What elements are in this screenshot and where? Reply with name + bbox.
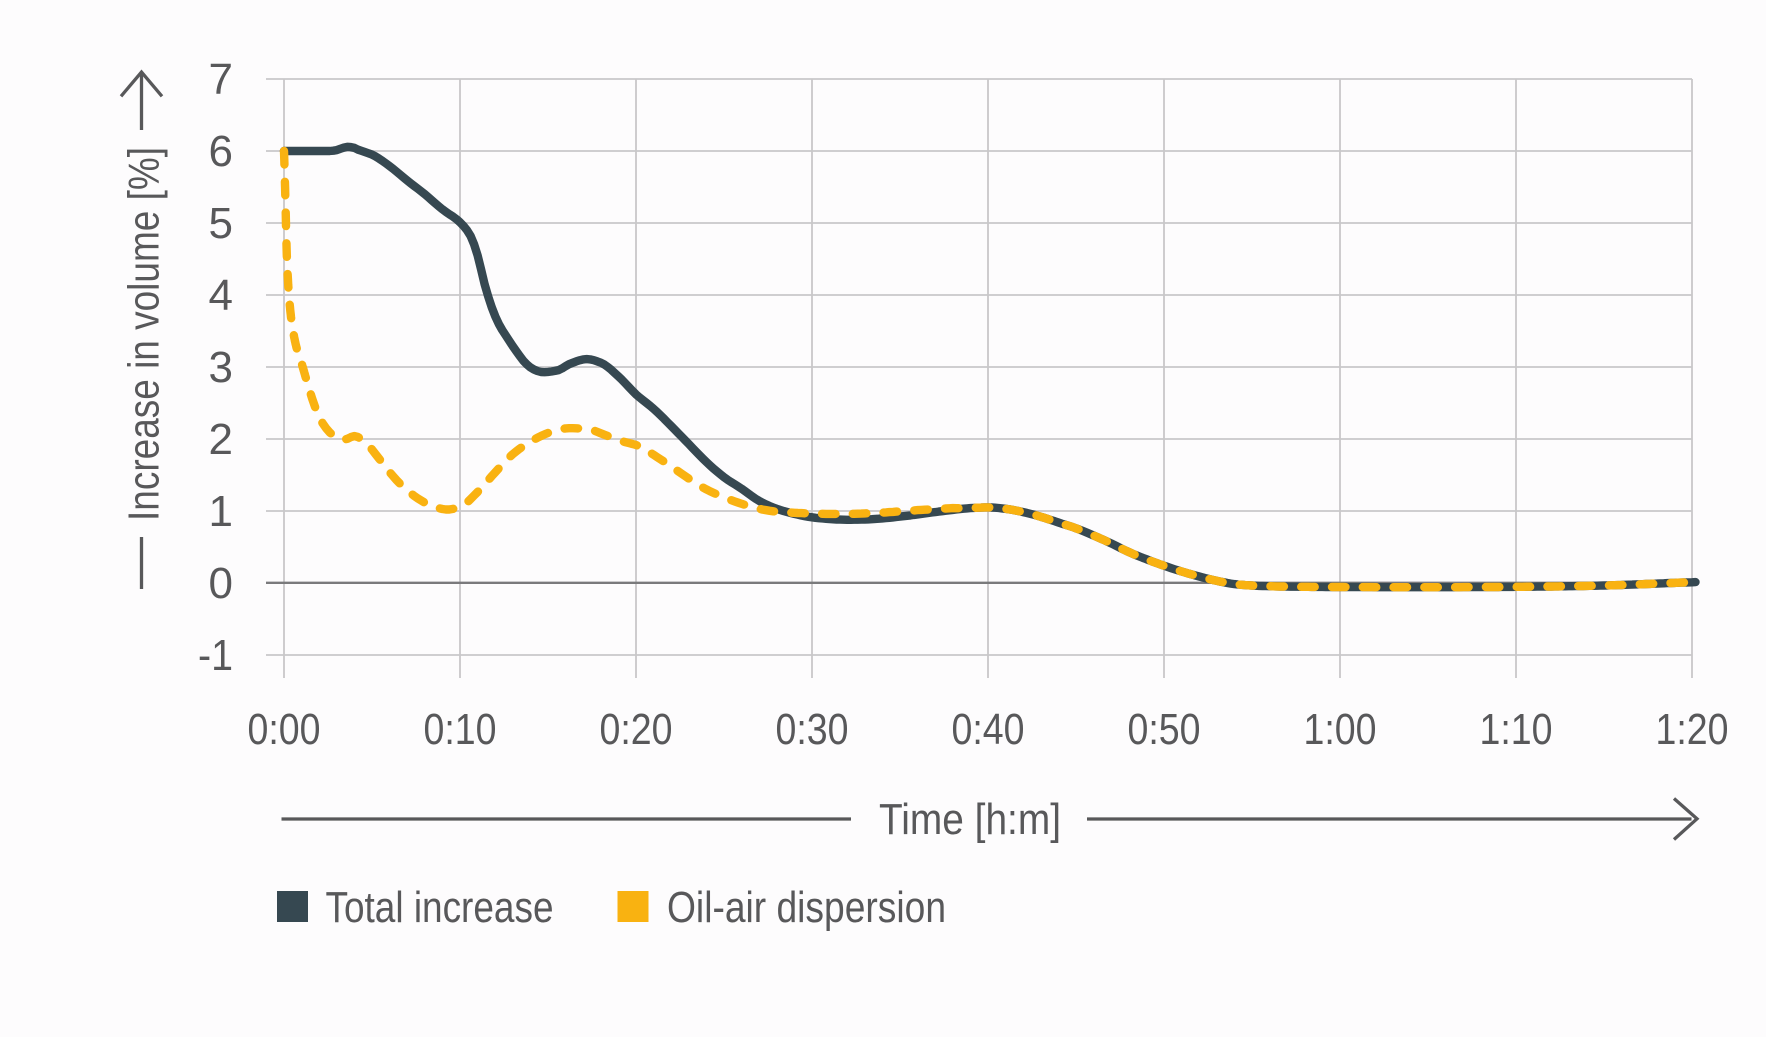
svg-text:0:50: 0:50 [1128,705,1201,754]
svg-text:3: 3 [209,343,233,392]
svg-text:2: 2 [209,415,233,464]
svg-text:Time [h:m]: Time [h:m] [879,795,1061,844]
svg-text:Total increase: Total increase [326,883,554,932]
svg-text:0:20: 0:20 [600,705,673,754]
svg-text:1:00: 1:00 [1304,705,1377,754]
svg-text:-1: -1 [198,631,233,680]
svg-text:Increase in volume [%]: Increase in volume [%] [120,147,169,521]
svg-text:0: 0 [209,559,233,608]
svg-text:0:40: 0:40 [952,705,1025,754]
svg-text:4: 4 [209,271,233,320]
svg-text:1:10: 1:10 [1480,705,1553,754]
svg-text:5: 5 [209,199,233,248]
svg-text:7: 7 [209,55,233,104]
svg-text:1: 1 [209,487,233,536]
svg-text:0:00: 0:00 [248,705,321,754]
svg-text:0:10: 0:10 [424,705,497,754]
svg-text:Oil-air dispersion: Oil-air dispersion [667,883,946,932]
svg-text:0:30: 0:30 [776,705,849,754]
svg-text:1:20: 1:20 [1656,705,1729,754]
svg-text:6: 6 [209,127,233,176]
